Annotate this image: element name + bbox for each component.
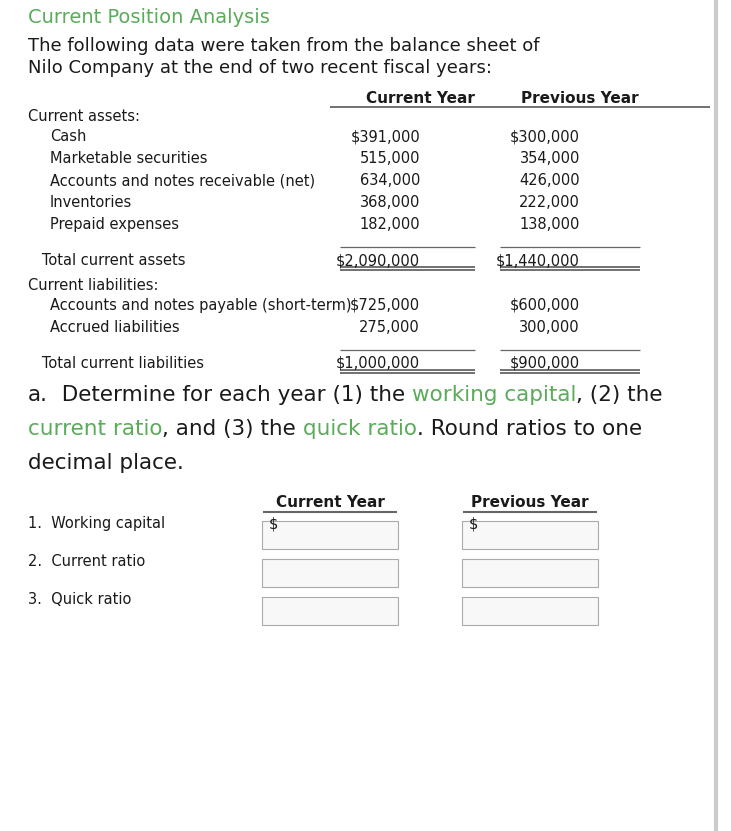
Text: $600,000: $600,000 — [510, 298, 580, 313]
FancyBboxPatch shape — [262, 597, 398, 625]
Text: 182,000: 182,000 — [360, 217, 420, 232]
Text: 300,000: 300,000 — [519, 320, 580, 335]
Text: Current Year: Current Year — [276, 495, 385, 510]
Text: The following data were taken from the balance sheet of: The following data were taken from the b… — [28, 37, 539, 55]
FancyBboxPatch shape — [462, 558, 598, 587]
Text: $1,000,000: $1,000,000 — [336, 356, 420, 371]
Text: 634,000: 634,000 — [360, 173, 420, 188]
Text: Marketable securities: Marketable securities — [50, 151, 208, 166]
Text: 2.  Current ratio: 2. Current ratio — [28, 554, 145, 569]
Text: Determine for each year (1) the: Determine for each year (1) the — [48, 385, 412, 405]
Text: 354,000: 354,000 — [520, 151, 580, 166]
FancyBboxPatch shape — [262, 521, 398, 548]
Text: decimal place.: decimal place. — [28, 453, 184, 473]
Text: Total current liabilities: Total current liabilities — [28, 356, 204, 371]
Text: $2,090,000: $2,090,000 — [336, 253, 420, 268]
Text: , and (3) the: , and (3) the — [162, 419, 303, 439]
Text: Accrued liabilities: Accrued liabilities — [50, 320, 180, 335]
Text: $391,000: $391,000 — [350, 129, 420, 144]
FancyBboxPatch shape — [462, 521, 598, 548]
Text: , (2) the: , (2) the — [576, 385, 663, 405]
Text: 426,000: 426,000 — [519, 173, 580, 188]
Text: Total current assets: Total current assets — [28, 253, 186, 268]
FancyBboxPatch shape — [262, 558, 398, 587]
Text: Current Year: Current Year — [366, 91, 474, 106]
Text: a.: a. — [28, 385, 48, 405]
FancyBboxPatch shape — [462, 597, 598, 625]
Text: Previous Year: Previous Year — [471, 495, 588, 510]
Text: $725,000: $725,000 — [350, 298, 420, 313]
Text: Inventories: Inventories — [50, 195, 132, 210]
Text: $900,000: $900,000 — [510, 356, 580, 371]
Text: Nilo Company at the end of two recent fiscal years:: Nilo Company at the end of two recent fi… — [28, 59, 492, 77]
Text: quick ratio: quick ratio — [303, 419, 417, 439]
Text: Previous Year: Previous Year — [521, 91, 639, 106]
Text: Current liabilities:: Current liabilities: — [28, 278, 159, 293]
Text: $: $ — [469, 516, 478, 531]
Text: $300,000: $300,000 — [510, 129, 580, 144]
Text: 1.  Working capital: 1. Working capital — [28, 516, 165, 531]
Text: current ratio: current ratio — [28, 419, 162, 439]
Text: Accounts and notes receivable (net): Accounts and notes receivable (net) — [50, 173, 315, 188]
Text: . Round ratios to one: . Round ratios to one — [417, 419, 643, 439]
Text: 368,000: 368,000 — [360, 195, 420, 210]
Text: Cash: Cash — [50, 129, 86, 144]
Text: 515,000: 515,000 — [360, 151, 420, 166]
Text: Prepaid expenses: Prepaid expenses — [50, 217, 179, 232]
Text: $1,440,000: $1,440,000 — [496, 253, 580, 268]
Text: Current assets:: Current assets: — [28, 109, 140, 124]
Text: Current Position Analysis: Current Position Analysis — [28, 8, 270, 27]
Text: working capital: working capital — [412, 385, 576, 405]
Text: 3.  Quick ratio: 3. Quick ratio — [28, 593, 132, 607]
Text: 138,000: 138,000 — [520, 217, 580, 232]
Text: Accounts and notes payable (short-term): Accounts and notes payable (short-term) — [50, 298, 352, 313]
Text: $: $ — [268, 516, 278, 531]
Text: 222,000: 222,000 — [519, 195, 580, 210]
Text: 275,000: 275,000 — [359, 320, 420, 335]
